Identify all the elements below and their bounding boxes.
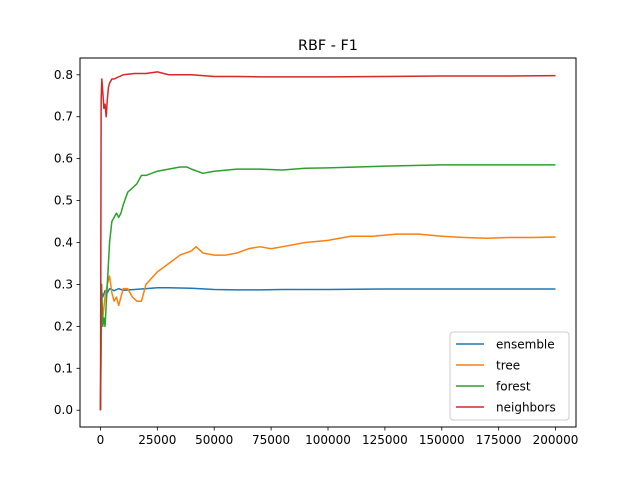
series-line-forest [99, 164, 556, 411]
plot-area [99, 71, 556, 411]
y-tick-label: 0.8 [54, 68, 73, 82]
legend-label-ensemble: ensemble [496, 338, 555, 352]
x-tick-label: 50000 [195, 433, 233, 447]
chart-title: RBF - F1 [298, 38, 358, 54]
legend: ensemble tree forest neighbors [449, 331, 570, 421]
y-tick-label: 0.7 [54, 110, 73, 124]
series-line-ensemble [99, 283, 556, 411]
y-tick-label: 0.2 [54, 319, 73, 333]
x-tick-label: 200000 [533, 433, 579, 447]
y-tick-label: 0.3 [54, 277, 73, 291]
x-tick: 125000 [362, 427, 408, 447]
x-tick-label: 100000 [305, 433, 351, 447]
legend-label-forest: forest [496, 380, 531, 394]
series-line-tree [99, 233, 556, 411]
x-tick-label: 25000 [138, 433, 176, 447]
y-tick-label: 0.4 [54, 236, 73, 250]
x-tick: 25000 [138, 427, 176, 447]
y-tick: 0.5 [54, 194, 80, 208]
x-tick: 0 [97, 427, 105, 447]
y-tick: 0.2 [54, 319, 80, 333]
y-tick-label: 0.0 [54, 403, 73, 417]
x-tick: 200000 [533, 427, 579, 447]
y-tick: 0.4 [54, 236, 80, 250]
x-tick: 150000 [419, 427, 465, 447]
legend-box [449, 331, 570, 421]
y-tick: 0.0 [54, 403, 80, 417]
y-tick: 0.7 [54, 110, 80, 124]
series-line-neighbors [99, 71, 556, 411]
x-tick-label: 75000 [252, 433, 290, 447]
y-tick: 0.6 [54, 152, 80, 166]
legend-label-neighbors: neighbors [496, 401, 556, 415]
x-tick-label: 150000 [419, 433, 465, 447]
y-tick: 0.3 [54, 277, 80, 291]
y-axis: 0.0 0.1 0.2 0.3 0.4 0.5 0.6 0.7 0.8 [54, 68, 80, 417]
x-tick-label: 125000 [362, 433, 408, 447]
x-axis: 0 25000 50000 75000 100000 125000 150000 175000… [97, 427, 579, 447]
x-tick-label: 175000 [476, 433, 522, 447]
y-tick: 0.8 [54, 68, 80, 82]
y-tick-label: 0.6 [54, 152, 73, 166]
x-tick: 100000 [305, 427, 351, 447]
y-tick: 0.1 [54, 361, 80, 375]
x-tick: 75000 [252, 427, 290, 447]
y-tick-label: 0.1 [54, 361, 73, 375]
x-tick: 50000 [195, 427, 233, 447]
x-tick-label: 0 [97, 433, 105, 447]
y-tick-label: 0.5 [54, 194, 73, 208]
legend-label-tree: tree [496, 359, 520, 373]
x-tick: 175000 [476, 427, 522, 447]
